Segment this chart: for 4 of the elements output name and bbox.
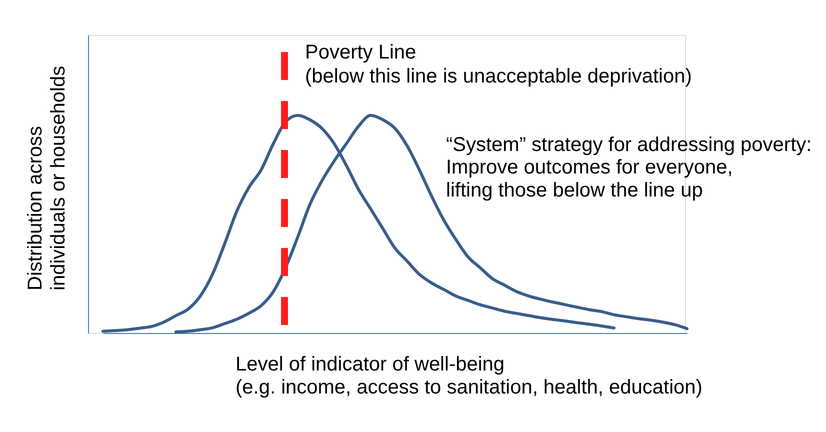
x-axis-title: Level of indicator of well-being (e.g. income, access to sanitation, health, education) (236, 354, 702, 398)
annotation: “System” strategy for addressing poverty: Improve outcomes for everyone, lifting those below the line up (446, 134, 812, 202)
y-axis-title: Distribution across individuals or households (24, 66, 70, 290)
text: Poverty Line (below this line is unacceptable deprivation) (305, 42, 692, 88)
